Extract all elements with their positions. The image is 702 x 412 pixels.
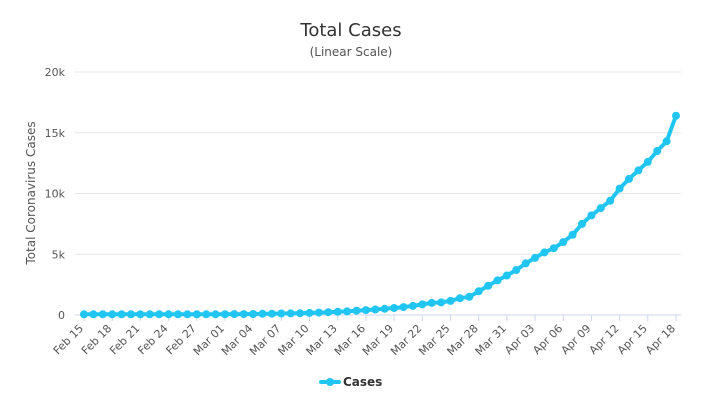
data-point[interactable] xyxy=(314,308,323,317)
data-point[interactable] xyxy=(634,166,643,175)
data-point[interactable] xyxy=(221,310,229,319)
data-point[interactable] xyxy=(465,292,474,301)
data-point[interactable] xyxy=(277,309,286,318)
data-point[interactable] xyxy=(578,219,586,228)
data-point[interactable] xyxy=(427,298,436,307)
data-point[interactable] xyxy=(192,310,201,319)
data-point[interactable] xyxy=(512,266,521,274)
data-point[interactable] xyxy=(136,310,145,319)
data-point[interactable] xyxy=(202,310,211,319)
data-point[interactable] xyxy=(540,248,549,257)
data-point[interactable] xyxy=(418,300,427,309)
data-point[interactable] xyxy=(559,238,568,247)
chart-title: Total Cases xyxy=(299,20,401,41)
data-point[interactable] xyxy=(296,309,305,318)
data-point[interactable] xyxy=(352,306,361,315)
data-point[interactable] xyxy=(587,211,596,220)
data-point[interactable] xyxy=(80,310,88,319)
chart-subtitle: (Linear Scale) xyxy=(310,45,393,59)
data-point[interactable] xyxy=(108,310,117,319)
legend-point-marker xyxy=(326,378,334,386)
data-point[interactable] xyxy=(155,310,164,319)
data-point[interactable] xyxy=(390,304,399,312)
y-tick-label: 15k xyxy=(45,127,66,140)
data-point[interactable] xyxy=(455,294,464,303)
legend[interactable]: Cases xyxy=(319,375,382,389)
y-axis-ticks: 0 5k 10k 15k 20k xyxy=(45,66,66,322)
data-point[interactable] xyxy=(484,281,493,290)
y-tick-label: 10k xyxy=(45,188,66,201)
data-point[interactable] xyxy=(408,301,417,310)
data-point[interactable] xyxy=(672,111,680,120)
data-point[interactable] xyxy=(127,310,135,319)
data-point[interactable] xyxy=(117,310,126,319)
series-line[interactable] xyxy=(82,113,678,317)
data-point[interactable] xyxy=(549,244,558,253)
series-cases[interactable] xyxy=(80,111,680,319)
data-point[interactable] xyxy=(361,306,370,315)
data-point[interactable] xyxy=(305,308,314,317)
data-point[interactable] xyxy=(625,174,633,183)
data-point[interactable] xyxy=(98,310,107,319)
data-point[interactable] xyxy=(267,309,276,318)
data-point[interactable] xyxy=(606,196,615,205)
data-point[interactable] xyxy=(371,305,380,314)
data-point[interactable] xyxy=(343,307,352,316)
y-tick-label: 0 xyxy=(58,309,65,322)
data-point[interactable] xyxy=(249,310,258,318)
data-point[interactable] xyxy=(521,259,530,268)
data-point[interactable] xyxy=(493,276,502,285)
data-point[interactable] xyxy=(239,310,248,319)
data-point[interactable] xyxy=(662,137,671,146)
data-point[interactable] xyxy=(145,310,154,319)
data-point[interactable] xyxy=(502,271,511,280)
data-point[interactable] xyxy=(568,230,577,239)
data-point[interactable] xyxy=(164,310,173,319)
data-point[interactable] xyxy=(174,310,182,319)
data-point[interactable] xyxy=(653,147,662,155)
data-point[interactable] xyxy=(380,304,389,313)
data-point[interactable] xyxy=(183,310,192,319)
data-point[interactable] xyxy=(230,310,239,319)
data-point[interactable] xyxy=(89,310,98,319)
data-point[interactable] xyxy=(258,309,267,318)
data-point[interactable] xyxy=(333,307,342,316)
data-point[interactable] xyxy=(596,204,605,213)
data-point[interactable] xyxy=(446,296,455,305)
y-tick-label: 5k xyxy=(52,248,66,261)
data-point[interactable] xyxy=(531,253,539,262)
data-point[interactable] xyxy=(615,184,624,193)
legend-item-cases[interactable]: Cases xyxy=(343,375,382,389)
data-point[interactable] xyxy=(286,309,295,318)
y-axis-title: Total Coronavirus Cases xyxy=(24,121,38,265)
data-point[interactable] xyxy=(324,308,333,317)
data-point[interactable] xyxy=(211,310,220,319)
data-point[interactable] xyxy=(474,287,483,296)
y-tick-label: 20k xyxy=(45,66,66,79)
data-point[interactable] xyxy=(643,157,652,166)
data-point[interactable] xyxy=(399,303,408,312)
data-point[interactable] xyxy=(437,298,446,307)
